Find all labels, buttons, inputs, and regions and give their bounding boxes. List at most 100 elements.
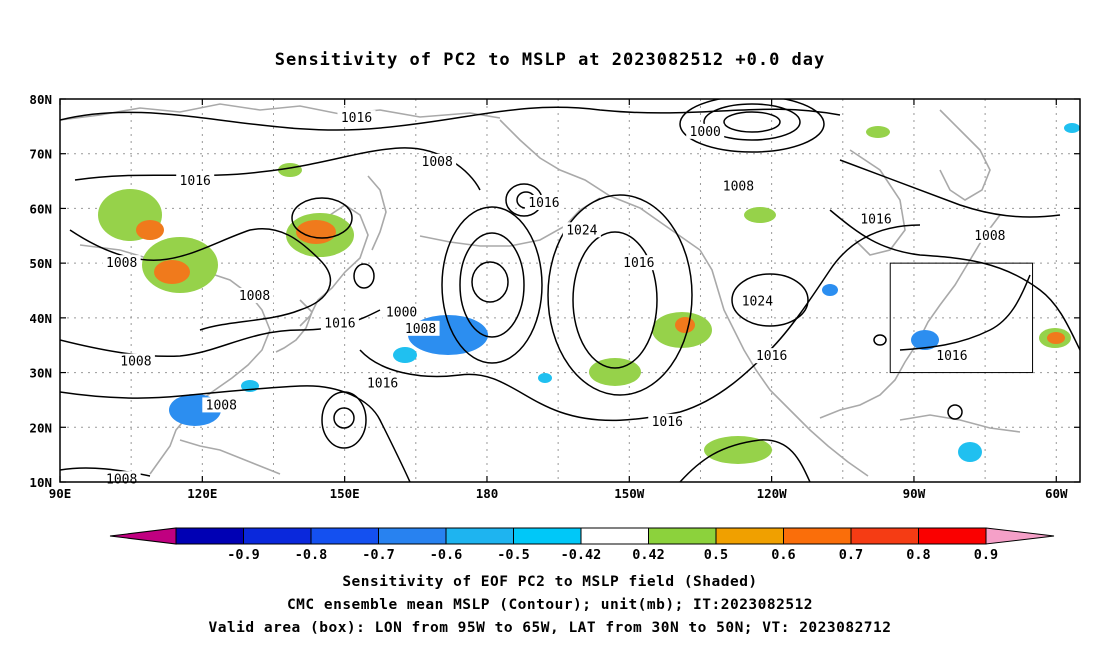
colorbar-label: 0.42	[632, 547, 665, 563]
caption-contour: CMC ensemble mean MSLP (Contour); unit(m…	[286, 597, 814, 613]
lon-tick-label: 120E	[187, 486, 217, 501]
contour-low-tropics	[333, 407, 355, 429]
colorbar-label: -0.6	[430, 547, 463, 563]
colorbar-right-arrow	[985, 527, 1055, 545]
colorbar-swatch	[378, 527, 447, 545]
lat-tick-label: 80N	[29, 92, 52, 107]
colorbar-label: -0.7	[362, 547, 395, 563]
colorbar-label: 0.6	[771, 547, 795, 563]
contour-low-okhotsk-2	[353, 263, 375, 289]
colorbar-swatch	[850, 527, 919, 545]
contour-label: 1000	[690, 125, 721, 140]
coast-na-west	[699, 249, 869, 477]
contour-label-bg	[418, 153, 457, 169]
contour-label-bg	[932, 348, 971, 364]
plot-area: 1016 1000 1008 1008 1016 1016 1016 1024 1008 1008…	[29, 92, 1081, 501]
colorbar-swatch	[513, 527, 582, 545]
caption-shaded: Sensitivity of EOF PC2 to MSLP field (Sh…	[342, 574, 758, 590]
colorbar: -0.9 -0.8 -0.7 -0.6 -0.5 -0.42 0.42 0.5 0.6 0.7 0.…	[109, 527, 1055, 563]
colorbar-label: -0.9	[227, 547, 260, 563]
coast-greenland	[939, 109, 991, 201]
colorbar-left-arrow	[109, 527, 177, 545]
contour-label-bg	[401, 320, 440, 336]
contour-label: 1024	[742, 294, 773, 309]
colorbar-swatch	[175, 527, 244, 545]
contour-label: 1016	[936, 349, 967, 364]
contour-label: 1000	[386, 305, 417, 320]
contour-label: 1016	[324, 316, 355, 331]
lat-axis: 10N 20N 30N 40N 50N 60N 70N 80N	[29, 92, 1080, 490]
lon-tick-label: 90W	[903, 486, 926, 501]
coast-kamchatka	[367, 175, 387, 251]
coast-okhotsk	[299, 204, 369, 327]
contour-label: 1008	[106, 472, 137, 487]
coast-alaska	[499, 119, 701, 251]
contour-label-bg	[176, 173, 215, 189]
contour-small-atl	[947, 404, 963, 420]
map-title: Sensitivity of PC2 to MSLP at 2023082512…	[274, 50, 826, 70]
contour-1016-na	[679, 224, 921, 413]
lat-tick-label: 60N	[29, 201, 52, 216]
contour-label-bg	[102, 255, 141, 271]
coast-caribbean	[899, 414, 1021, 433]
contour-1016-box	[899, 274, 1031, 351]
contour-label-bg	[524, 194, 563, 210]
lon-tick-label: 60W	[1045, 486, 1068, 501]
contour-label: 1016	[652, 415, 683, 430]
contour-label: 1016	[528, 196, 559, 211]
shade-core-asia-3	[296, 220, 336, 244]
contour-label: 1016	[860, 212, 891, 227]
colorbar-label: 0.5	[704, 547, 728, 563]
contour-label: 1008	[120, 355, 151, 370]
contour-label: 1008	[206, 398, 237, 413]
lon-tick-label: 120W	[757, 486, 788, 501]
shade-cyan-4	[1064, 123, 1080, 133]
contour-label-bg	[337, 110, 376, 126]
contour-low-pacific-1	[459, 232, 525, 338]
contour-labels: 1016 1000 1008 1008 1016 1016 1016 1024 1008 1008…	[102, 110, 1009, 487]
coast-maritime	[179, 439, 281, 475]
contour-label-bg	[116, 353, 155, 369]
caption-valid-area: Valid area (box): LON from 95W to 65W, L…	[208, 620, 892, 636]
colorbar-swatch	[445, 527, 514, 545]
contour-label: 1016	[367, 377, 398, 392]
shade-cyan-5	[538, 373, 552, 383]
colorbar-swatch	[918, 527, 987, 545]
contour-label: 1008	[974, 229, 1005, 244]
lat-tick-label: 20N	[29, 420, 52, 435]
contour-high-pacific-1	[572, 231, 658, 369]
colorbar-label: -0.8	[295, 547, 328, 563]
colorbar-swatch	[243, 527, 312, 545]
contour-low-pacific-2	[441, 206, 543, 364]
contour-low-pacific-3	[471, 261, 509, 303]
plot-background	[60, 99, 1080, 482]
coast-aleutians	[419, 197, 601, 247]
contour-label: 1024	[566, 223, 597, 238]
colorbar-label: -0.42	[561, 547, 602, 563]
contour-low-arctic-3	[679, 99, 825, 153]
contour-label-bg	[857, 211, 895, 227]
colorbar-swatch	[648, 527, 717, 545]
colorbar-label: 0.9	[974, 547, 998, 563]
shade-pos-asia-4	[278, 163, 302, 177]
plot-frame	[59, 98, 1081, 483]
colorbar-swatch	[310, 527, 379, 545]
contour-label-bg	[382, 304, 421, 320]
contour-1016-pacific	[359, 349, 681, 422]
contour-label-bg	[719, 178, 758, 194]
contour-label-bg	[235, 287, 274, 303]
contour-label: 1008	[106, 256, 137, 271]
coast-japan	[275, 299, 313, 353]
shade-pos-mexico	[704, 436, 772, 464]
lat-tick-label: 30N	[29, 366, 52, 381]
contour-low-arctic-1	[723, 111, 781, 133]
contour-low-arctic-2	[703, 103, 801, 141]
contour-label-bg	[738, 293, 777, 309]
colorbar-label: 0.7	[839, 547, 863, 563]
lon-tick-label: 150W	[614, 486, 645, 501]
contour-label-bg	[363, 375, 402, 391]
lat-tick-label: 70N	[29, 147, 52, 162]
lat-tick-label: 10N	[29, 475, 52, 490]
contour-label-bg	[686, 123, 725, 139]
contour-label: 1008	[405, 322, 436, 337]
